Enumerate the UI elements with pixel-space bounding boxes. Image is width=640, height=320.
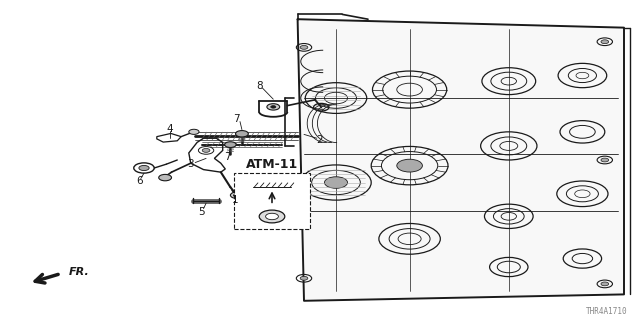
Text: 2: 2	[317, 135, 323, 145]
Polygon shape	[298, 19, 624, 301]
Circle shape	[397, 159, 422, 172]
Text: 5: 5	[198, 206, 205, 217]
Circle shape	[601, 158, 609, 162]
Text: ATM-11: ATM-11	[246, 158, 298, 171]
Text: 6: 6	[136, 176, 143, 186]
Circle shape	[202, 148, 210, 152]
Text: FR.: FR.	[69, 267, 90, 277]
Circle shape	[271, 106, 276, 108]
Text: 4: 4	[166, 124, 173, 134]
Circle shape	[236, 131, 248, 137]
Text: 7: 7	[224, 152, 230, 162]
Circle shape	[267, 104, 280, 110]
Text: 3: 3	[188, 159, 194, 169]
Circle shape	[139, 165, 149, 171]
Text: 7: 7	[234, 114, 240, 124]
Circle shape	[159, 174, 172, 181]
Bar	[234, 173, 310, 229]
Circle shape	[300, 276, 308, 280]
Text: THR4A1710: THR4A1710	[586, 308, 627, 316]
Text: 1: 1	[232, 195, 239, 205]
Circle shape	[601, 282, 609, 286]
Circle shape	[266, 213, 278, 220]
Circle shape	[259, 210, 285, 223]
Circle shape	[230, 192, 243, 198]
Circle shape	[234, 194, 240, 197]
Circle shape	[189, 129, 199, 134]
Circle shape	[198, 147, 214, 154]
Text: 8: 8	[256, 81, 262, 91]
Circle shape	[324, 177, 348, 188]
Circle shape	[225, 142, 236, 148]
Circle shape	[601, 40, 609, 44]
Circle shape	[300, 45, 308, 49]
